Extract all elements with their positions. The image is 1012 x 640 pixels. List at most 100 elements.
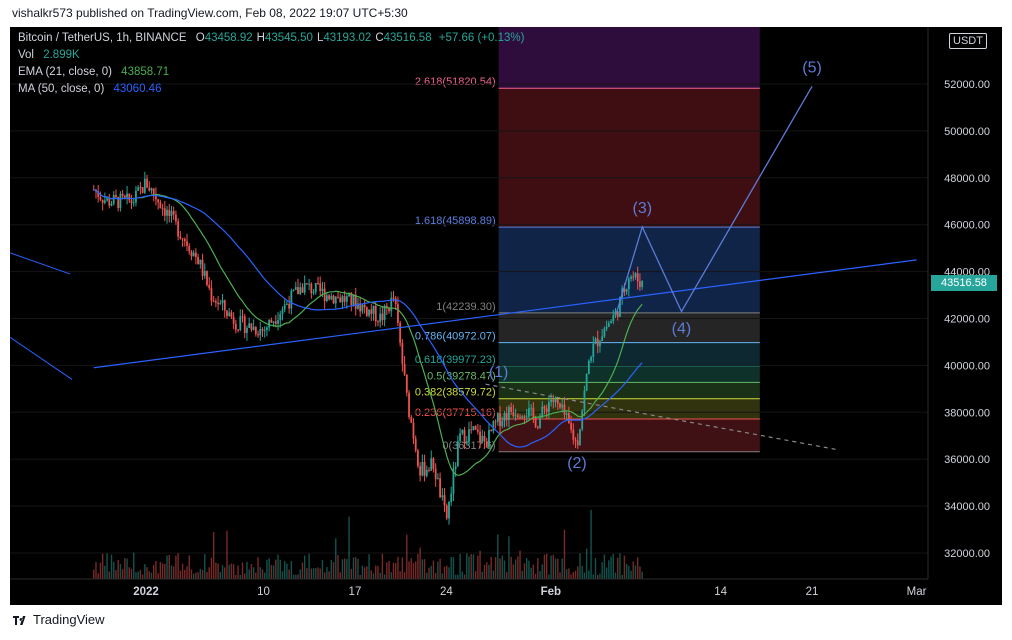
volume-bar (235, 574, 237, 579)
candle-body (132, 202, 135, 204)
volume-bar (514, 559, 517, 579)
fib-zone-top (498, 27, 760, 89)
volume-bar (221, 565, 224, 579)
candle-body (612, 315, 615, 322)
candle-body (110, 203, 113, 206)
candle-body (374, 305, 377, 322)
volume-bar (523, 563, 526, 579)
time-tick-label: 14 (714, 586, 727, 598)
volume-bar (199, 568, 202, 579)
volume-bar (339, 572, 341, 579)
symbol-label[interactable]: Bitcoin / TetherUS, 1h, BINANCE (18, 32, 187, 44)
candle-body (135, 190, 137, 203)
volume-bar (577, 566, 579, 579)
candle-body (201, 259, 204, 276)
candle-body (414, 438, 417, 451)
symbol-legend-row[interactable]: Bitcoin / TetherUS, 1h, BINANCE O43458.9… (18, 30, 524, 47)
fib-zone (498, 365, 760, 383)
candle-body (266, 327, 268, 330)
ohlc-value: 43193.02 (323, 32, 372, 44)
ema-legend-row[interactable]: EMA (21, close, 0) 43858.71 (18, 64, 524, 81)
ohlc-label: H (256, 32, 265, 44)
candle-body (228, 312, 231, 317)
volume-bar (135, 572, 137, 579)
volume-bar (614, 572, 617, 579)
candle-body (221, 300, 224, 303)
candle-body (352, 294, 355, 305)
candle-body (379, 313, 382, 322)
volume-bar (563, 529, 566, 579)
candle-body (565, 413, 568, 415)
candle-body (106, 198, 108, 201)
volume-bar (494, 557, 497, 579)
volume-bar (454, 574, 457, 579)
ohlc-label: O (195, 32, 205, 44)
price-tick-label: 34000.00 (944, 501, 990, 513)
candle-body (494, 421, 497, 423)
candle-body (410, 417, 413, 423)
candle-body (450, 493, 453, 502)
volume-legend-row[interactable]: Vol 2.899K (18, 47, 524, 64)
volume-bar (272, 565, 275, 579)
volume-bar (328, 571, 330, 579)
candle-body (272, 321, 275, 323)
volume-bar (574, 570, 577, 579)
volume-bar (124, 558, 126, 579)
volume-bar (257, 557, 259, 579)
candle-body (177, 221, 180, 237)
volume-bar (137, 571, 139, 579)
volume-bar (539, 571, 541, 579)
volume-bar (426, 572, 428, 579)
candle-body (512, 411, 515, 416)
volume-bar (157, 573, 159, 579)
volume-bar (101, 553, 104, 579)
volume-bar (579, 553, 581, 579)
candle-body (465, 441, 468, 444)
volume-bar (641, 571, 643, 579)
elliott-wave-label: (2) (567, 455, 587, 472)
volume-bar (477, 555, 479, 579)
volume-bar (519, 550, 521, 579)
volume-bar (266, 559, 268, 579)
volume-bar (288, 569, 290, 579)
volume-bar (565, 569, 568, 579)
candle-body (292, 289, 295, 291)
candle-body (246, 327, 248, 334)
ma-legend-row[interactable]: MA (50, close, 0) 43060.46 (18, 81, 524, 98)
candle-body (166, 209, 168, 216)
volume-bar (104, 565, 106, 579)
tradingview-logo-icon (13, 615, 26, 625)
footer-branding: TradingView (12, 612, 105, 627)
left-trendline (9, 336, 73, 380)
candle-body (472, 426, 475, 431)
volume-bar (559, 572, 561, 579)
volume-bar (390, 572, 392, 579)
currency-badge[interactable]: USDT (949, 33, 987, 49)
volume-bar (195, 572, 197, 579)
volume-bar (363, 567, 366, 579)
candle-body (170, 211, 173, 216)
chart-area[interactable]: 2.618(51820.54) 1.618(45898.89) 1(42239.30… (9, 27, 1002, 605)
volume-bar (201, 569, 204, 579)
candle-body (634, 273, 637, 277)
candle-body (250, 323, 253, 330)
price-tick-label: 38000.00 (944, 407, 990, 419)
fib-zone (498, 398, 760, 419)
volume-bar (570, 574, 572, 579)
candle-body (294, 287, 297, 290)
price-chart-svg[interactable]: 2.618(51820.54) 1.618(45898.89) 1(42239.30… (9, 27, 1002, 605)
volume-bar (557, 558, 559, 579)
candle-body (607, 323, 610, 327)
candle-body (519, 417, 521, 419)
candle-body (257, 333, 259, 336)
ema-label: EMA (21, close, 0) (18, 66, 112, 78)
candle-body (130, 200, 133, 203)
candle-body (372, 305, 375, 314)
volume-bar (428, 567, 430, 579)
volume-bar (401, 557, 404, 579)
volume-bar (144, 564, 146, 579)
volume-bar (397, 556, 399, 579)
volume-bar (126, 558, 128, 579)
volume-bar (190, 569, 193, 579)
candle-body (368, 309, 370, 316)
